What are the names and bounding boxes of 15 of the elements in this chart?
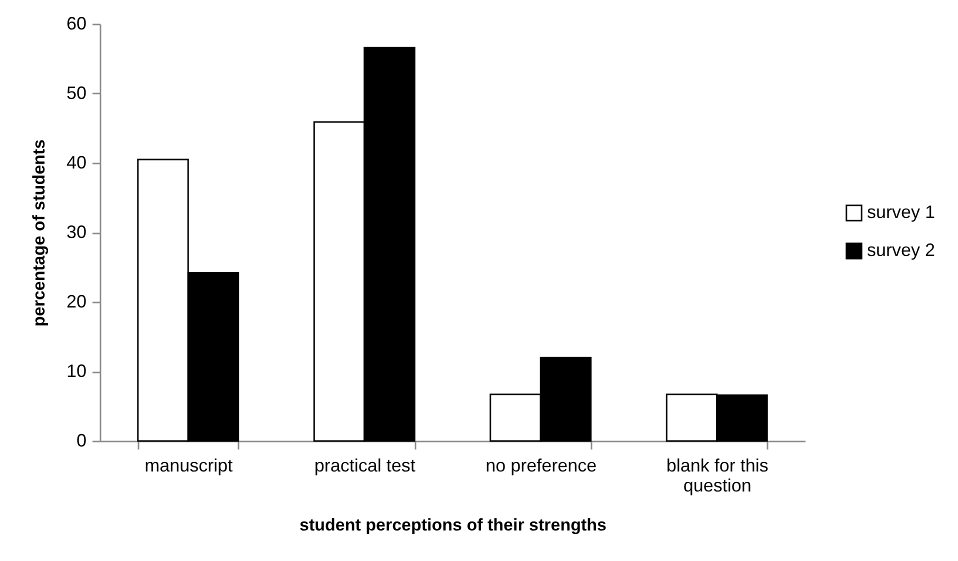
x-tick-label: no preference	[486, 456, 597, 476]
legend-label: survey 1	[867, 202, 936, 222]
y-tick-label: 30	[66, 222, 86, 242]
y-axis-title: percentage of students	[29, 139, 48, 327]
x-tick-label: practical test	[314, 456, 416, 476]
y-tick-label: 10	[66, 361, 86, 381]
y-tick-label: 20	[66, 292, 86, 312]
x-tick-label: manuscript	[144, 456, 233, 476]
y-tick-label: 60	[66, 14, 86, 34]
x-tick-label: blank for this question	[666, 456, 768, 496]
y-tick-label: 50	[66, 83, 86, 103]
y-tick-label: 40	[66, 152, 86, 172]
legend-label: survey 2	[867, 240, 936, 260]
y-tick-label: 0	[76, 430, 86, 450]
x-axis-title: student perceptions of their strengths	[300, 516, 606, 534]
